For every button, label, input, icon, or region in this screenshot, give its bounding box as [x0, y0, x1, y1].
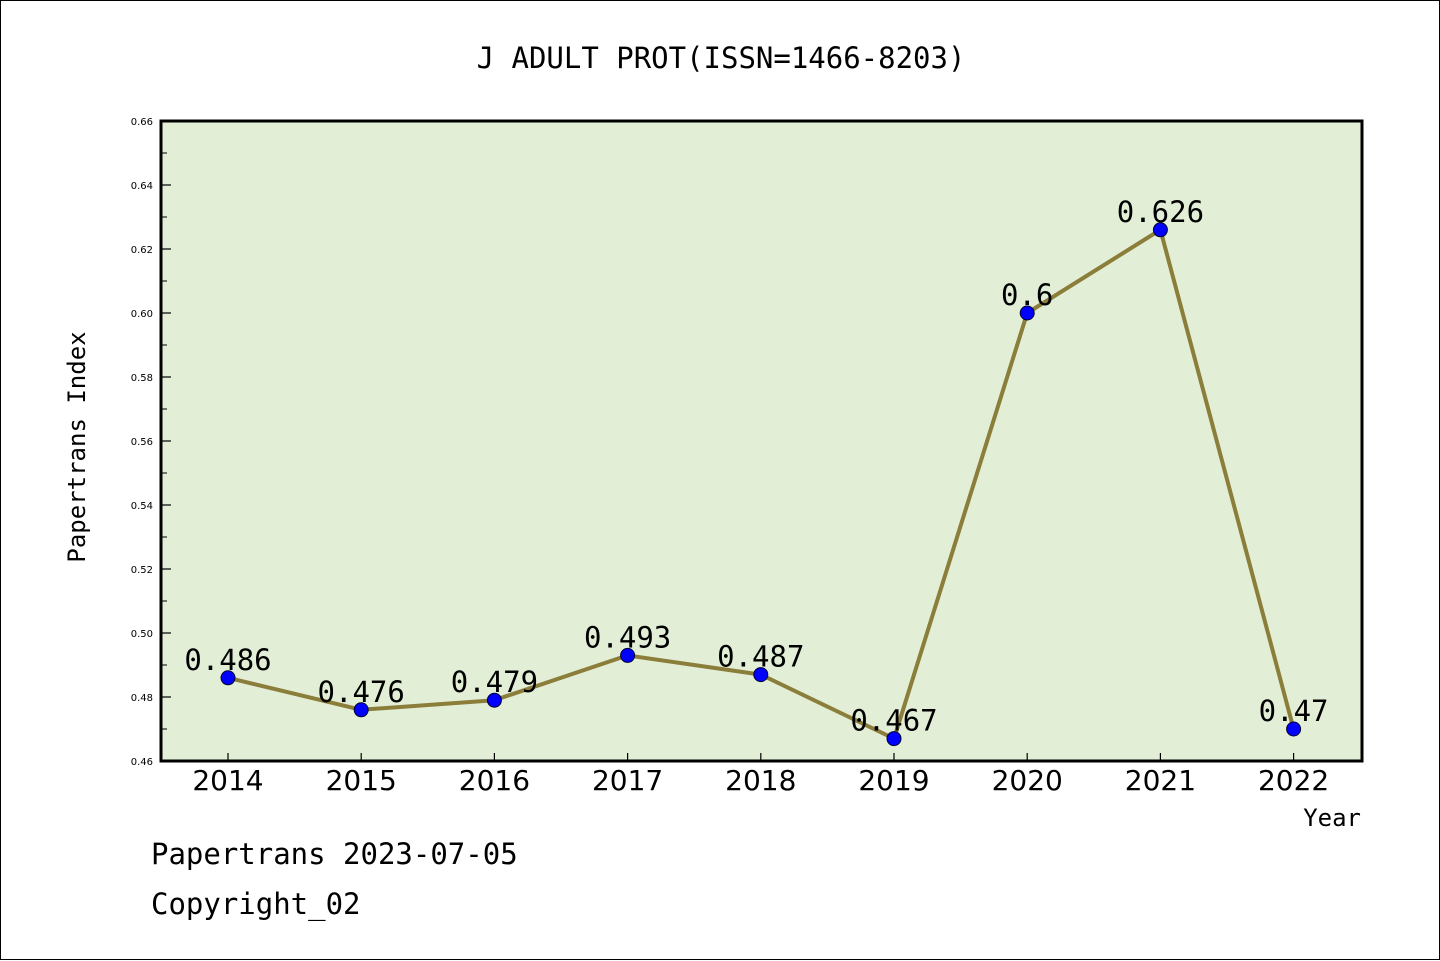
x-axis: 2014 2015 2016 2017 2018 2019 2020 2021 2022: [192, 753, 1329, 797]
x-tick-label: 2019: [858, 764, 929, 797]
x-axis-label: Year: [1303, 804, 1361, 832]
y-tick-label: 0.66: [131, 117, 153, 128]
x-tick-label: 2016: [459, 764, 530, 797]
y-tick-label: 0.54: [131, 501, 153, 512]
y-tick-label: 0.62: [131, 245, 153, 256]
data-label: 0.476: [318, 675, 405, 709]
x-tick-label: 2021: [1125, 764, 1196, 797]
x-tick-label: 2014: [192, 764, 263, 797]
y-tick-label: 0.60: [131, 309, 153, 320]
x-tick-label: 2020: [992, 764, 1063, 797]
y-axis: 0.46 0.48 0.50 0.52 0.54 0.56 0.58 0.60 0.62 0.64…: [131, 117, 171, 768]
series-layer: [220, 222, 1302, 747]
data-label: 0.479: [451, 665, 538, 699]
y-tick-label: 0.58: [131, 373, 153, 384]
footer-copyright: Copyright_02: [151, 887, 361, 921]
y-axis-label: Papertrans Index: [63, 331, 91, 562]
data-label: 0.487: [717, 640, 804, 674]
x-tick-label: 2022: [1258, 764, 1329, 797]
data-point: [353, 702, 369, 718]
data-point: [753, 667, 769, 683]
y-tick-label: 0.50: [131, 629, 153, 640]
y-tick-label: 0.46: [131, 757, 153, 768]
data-label: 0.486: [184, 643, 271, 677]
data-label: 0.467: [850, 704, 937, 738]
data-label-layer: 0.486 0.476 0.479 0.493 0.487 0.467 0.6 0.626 0.…: [184, 195, 1328, 738]
data-point: [486, 692, 502, 708]
data-label: 0.47: [1259, 694, 1329, 728]
y-tick-label: 0.48: [131, 693, 153, 704]
footer-date: Papertrans 2023-07-05: [151, 837, 518, 871]
data-point: [1152, 222, 1168, 238]
data-point: [886, 731, 902, 747]
y-tick-label: 0.64: [131, 181, 153, 192]
data-label: 0.626: [1117, 195, 1204, 229]
chart-title: J ADULT PROT(ISSN=1466-8203): [477, 41, 966, 75]
x-tick-label: 2017: [592, 764, 663, 797]
x-tick-label: 2018: [725, 764, 796, 797]
data-point: [1286, 721, 1302, 737]
data-point: [1019, 305, 1035, 321]
data-label: 0.6: [1001, 278, 1053, 312]
y-tick-label: 0.52: [131, 565, 153, 576]
data-point: [220, 670, 236, 686]
data-point: [620, 647, 636, 663]
y-tick-label: 0.56: [131, 437, 153, 448]
data-label: 0.493: [584, 620, 671, 654]
x-tick-label: 2015: [326, 764, 397, 797]
